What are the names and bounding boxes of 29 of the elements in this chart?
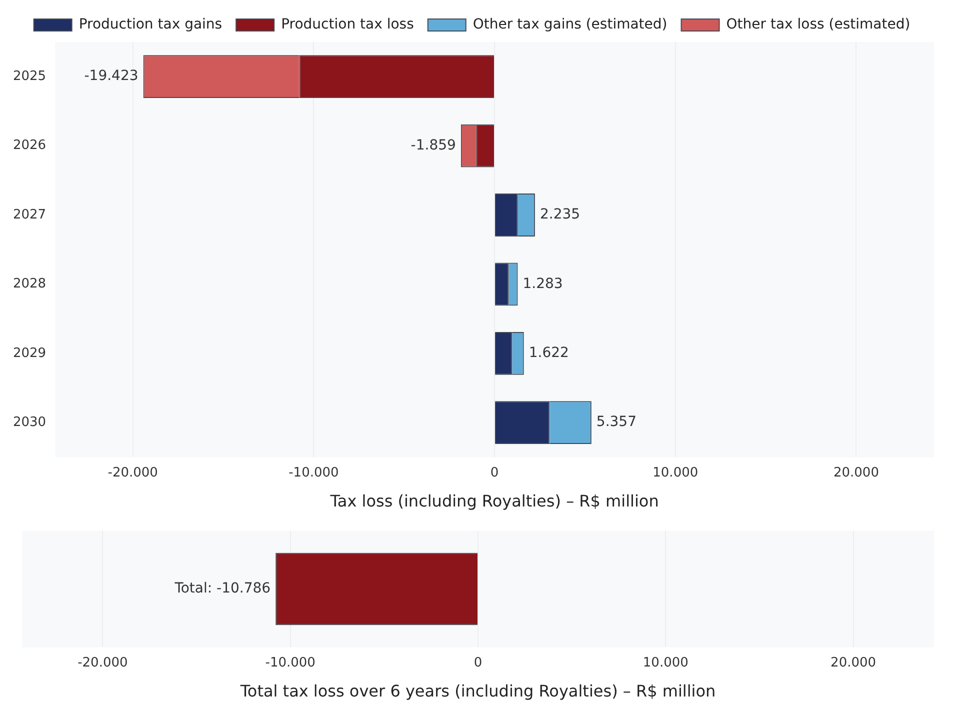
- y-tick-label: 2029: [12, 346, 46, 361]
- y-tick-label: 2025: [12, 68, 46, 84]
- y-tick-label: 2027: [12, 207, 46, 222]
- legend-label: Production tax loss: [281, 16, 414, 33]
- x-tick-label: 10.000: [642, 655, 688, 670]
- x-tick-label: 20.000: [830, 655, 876, 670]
- x-axis-title: Total tax loss over 6 years (including Royalties) – R$ million: [239, 682, 716, 701]
- x-tick-label: 10.000: [652, 465, 698, 480]
- x-tick-label: -10.000: [265, 655, 316, 670]
- total-label: -1.859: [410, 137, 456, 154]
- total-label: 1.283: [522, 276, 563, 292]
- y-tick-label: 2026: [12, 138, 46, 154]
- x-axis-title: Tax loss (including Royalties) – R$ million: [329, 492, 659, 511]
- data-label: Total: -10.786: [174, 580, 271, 597]
- legend-label: Production tax gains: [78, 16, 222, 33]
- total-label: -19.423: [84, 68, 138, 84]
- y-tick-label: 2028: [12, 276, 46, 292]
- total-label: 1.622: [528, 345, 569, 362]
- legend-label: Other tax loss (estimated): [726, 16, 910, 33]
- x-tick-label: -20.000: [108, 465, 158, 480]
- x-tick-label: -10.000: [288, 465, 339, 480]
- legend-label: Other tax gains (estimated): [472, 16, 668, 33]
- x-tick-label: 0: [474, 655, 482, 670]
- total-label: 2.235: [540, 206, 580, 223]
- y-tick-label: 2030: [12, 414, 46, 430]
- x-tick-label: 20.000: [833, 465, 879, 480]
- x-tick-label: -20.000: [78, 655, 128, 670]
- x-tick-label: 0: [490, 465, 499, 480]
- total-label: 5.357: [596, 414, 637, 430]
